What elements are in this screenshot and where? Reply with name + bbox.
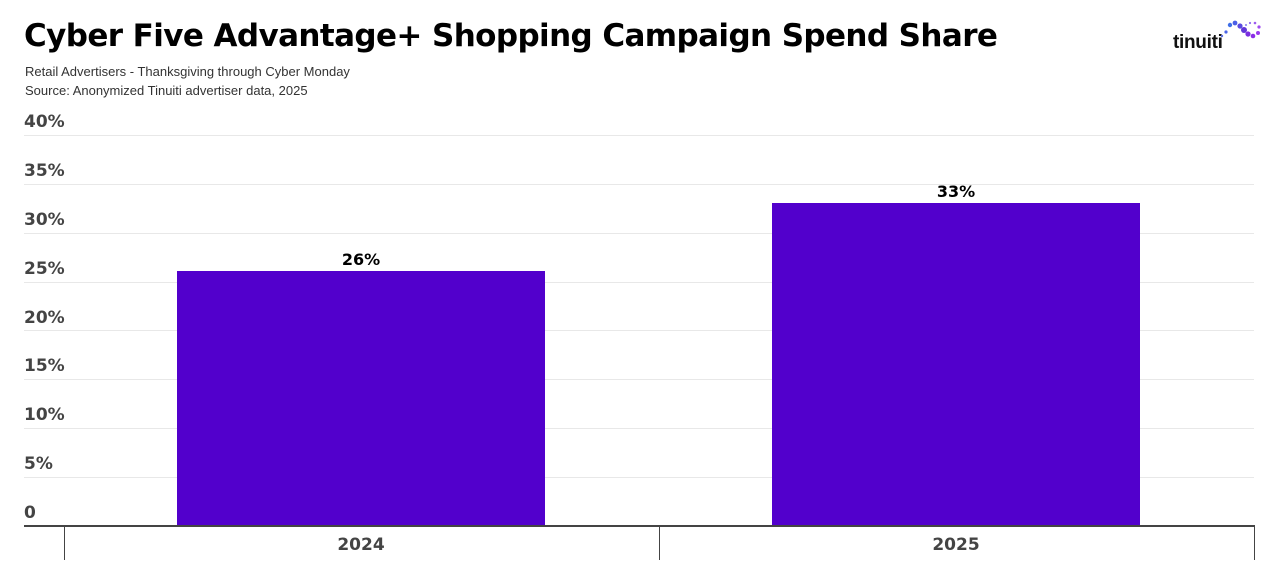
y-tick-label: 15% (24, 356, 65, 376)
y-tick-label: 25% (24, 259, 65, 279)
gridline-15 (24, 379, 1254, 380)
x-axis-tick (1254, 527, 1255, 560)
y-tick-label: 35% (24, 161, 65, 181)
bar-value-label-2024: 26% (341, 250, 381, 269)
bar-2025 (772, 203, 1140, 526)
y-tick-label: 30% (24, 210, 65, 230)
chart-title: Cyber Five Advantage+ Shopping Campaign … (24, 18, 998, 54)
bar-2024 (177, 271, 545, 526)
x-axis-label-2025: 2025 (932, 535, 980, 555)
x-axis-label-2024: 2024 (337, 535, 385, 555)
gridline-20 (24, 330, 1254, 331)
bar-value-label-2025: 33% (936, 182, 976, 201)
y-tick-label: 0 (24, 503, 36, 523)
y-tick-label: 5% (24, 454, 53, 474)
x-axis-tick (659, 527, 660, 560)
gridline-35 (24, 184, 1254, 185)
infinity-dots-icon (1220, 20, 1261, 39)
x-axis-baseline (24, 525, 1255, 527)
gridline-25 (24, 282, 1254, 283)
gridline-5 (24, 477, 1254, 478)
tinuiti-logo: tinuiti (1170, 18, 1265, 58)
x-axis-tick (64, 527, 65, 560)
chart-subtitle: Retail Advertisers - Thanksgiving throug… (25, 64, 350, 79)
y-tick-label: 20% (24, 308, 65, 328)
gridline-30 (24, 233, 1254, 234)
gridline-10 (24, 428, 1254, 429)
gridline-40 (24, 135, 1254, 136)
chart-source: Source: Anonymized Tinuiti advertiser da… (25, 83, 308, 98)
logo-text: tinuiti (1173, 32, 1223, 53)
y-tick-label: 40% (24, 112, 65, 132)
y-tick-label: 10% (24, 405, 65, 425)
